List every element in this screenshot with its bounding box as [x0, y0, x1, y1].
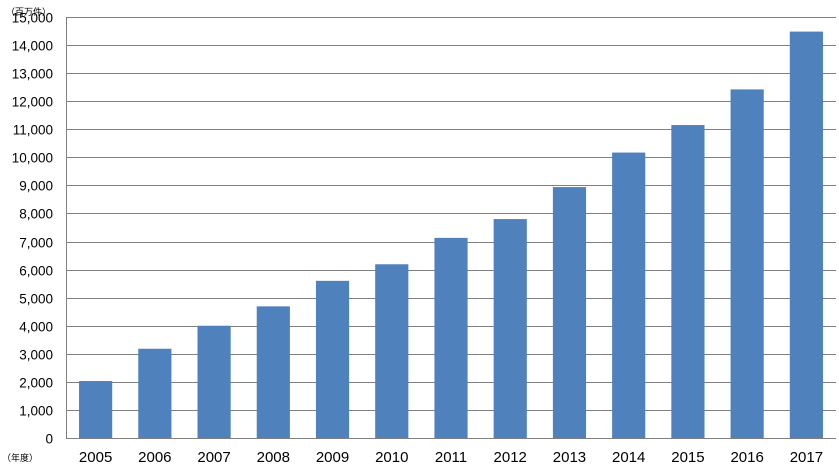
y-tick-label: 1,000	[19, 404, 53, 419]
x-tick-label: 2010	[375, 449, 408, 465]
x-tick-label: 2006	[138, 449, 171, 465]
axes	[66, 17, 836, 439]
x-tick-label: 2005	[79, 449, 112, 465]
bar-2005	[79, 381, 113, 438]
y-tick-label: 13,000	[12, 67, 53, 82]
x-tick-label: 2017	[790, 449, 823, 465]
x-tick-label: 2012	[494, 449, 527, 465]
x-tick-label: 2016	[730, 449, 763, 465]
x-tick-label: 2013	[553, 449, 586, 465]
x-tick-label: 2009	[316, 449, 349, 465]
y-tick-label: 15,000	[12, 11, 53, 26]
y-tick-label: 9,000	[19, 179, 53, 194]
bar-2008	[256, 306, 290, 438]
bar-2006	[138, 348, 172, 438]
y-unit-label: （百万件）	[6, 6, 51, 18]
x-unit-label: （年度）	[2, 452, 38, 464]
bar-2013	[552, 187, 587, 438]
y-tick-label: 4,000	[19, 320, 53, 335]
y-tick-label: 5,000	[19, 292, 53, 307]
y-tick-label: 12,000	[12, 95, 53, 110]
y-tick-label: 14,000	[12, 39, 53, 54]
bar-2011	[434, 237, 468, 438]
x-tick-labels: 2005 2006 2007 2008 2009 2010 2011 2012 2013 2014…	[79, 449, 823, 465]
y-tick-label: 0	[45, 432, 53, 447]
y-tick-label: 3,000	[19, 348, 53, 363]
x-tick-label: 2011	[435, 449, 467, 465]
bar-2015	[671, 125, 705, 438]
y-tick-label: 2,000	[19, 376, 53, 391]
y-tick-label: 6,000	[19, 264, 53, 279]
y-tick-label: 7,000	[19, 236, 53, 251]
bar-2016	[730, 89, 764, 439]
x-tick-label: 2008	[257, 449, 290, 465]
bar-2009	[315, 280, 350, 438]
x-tick-label: 2015	[671, 449, 704, 465]
bar-2014	[612, 152, 646, 438]
x-tick-label: 2007	[197, 449, 230, 465]
y-tick-labels: 0 1,000 2,000 3,000 4,000 5,000 6,000 7,000 8,00…	[12, 11, 53, 447]
x-tick-label: 2014	[612, 449, 645, 465]
bar-2017	[789, 31, 823, 439]
y-tick-label: 10,000	[12, 151, 53, 166]
bar-2010	[375, 264, 409, 438]
y-tick-label: 11,000	[13, 123, 53, 138]
bars	[79, 31, 823, 439]
bar-2012	[493, 219, 527, 438]
y-tick-label: 8,000	[19, 207, 53, 222]
bar-2007	[197, 325, 231, 438]
